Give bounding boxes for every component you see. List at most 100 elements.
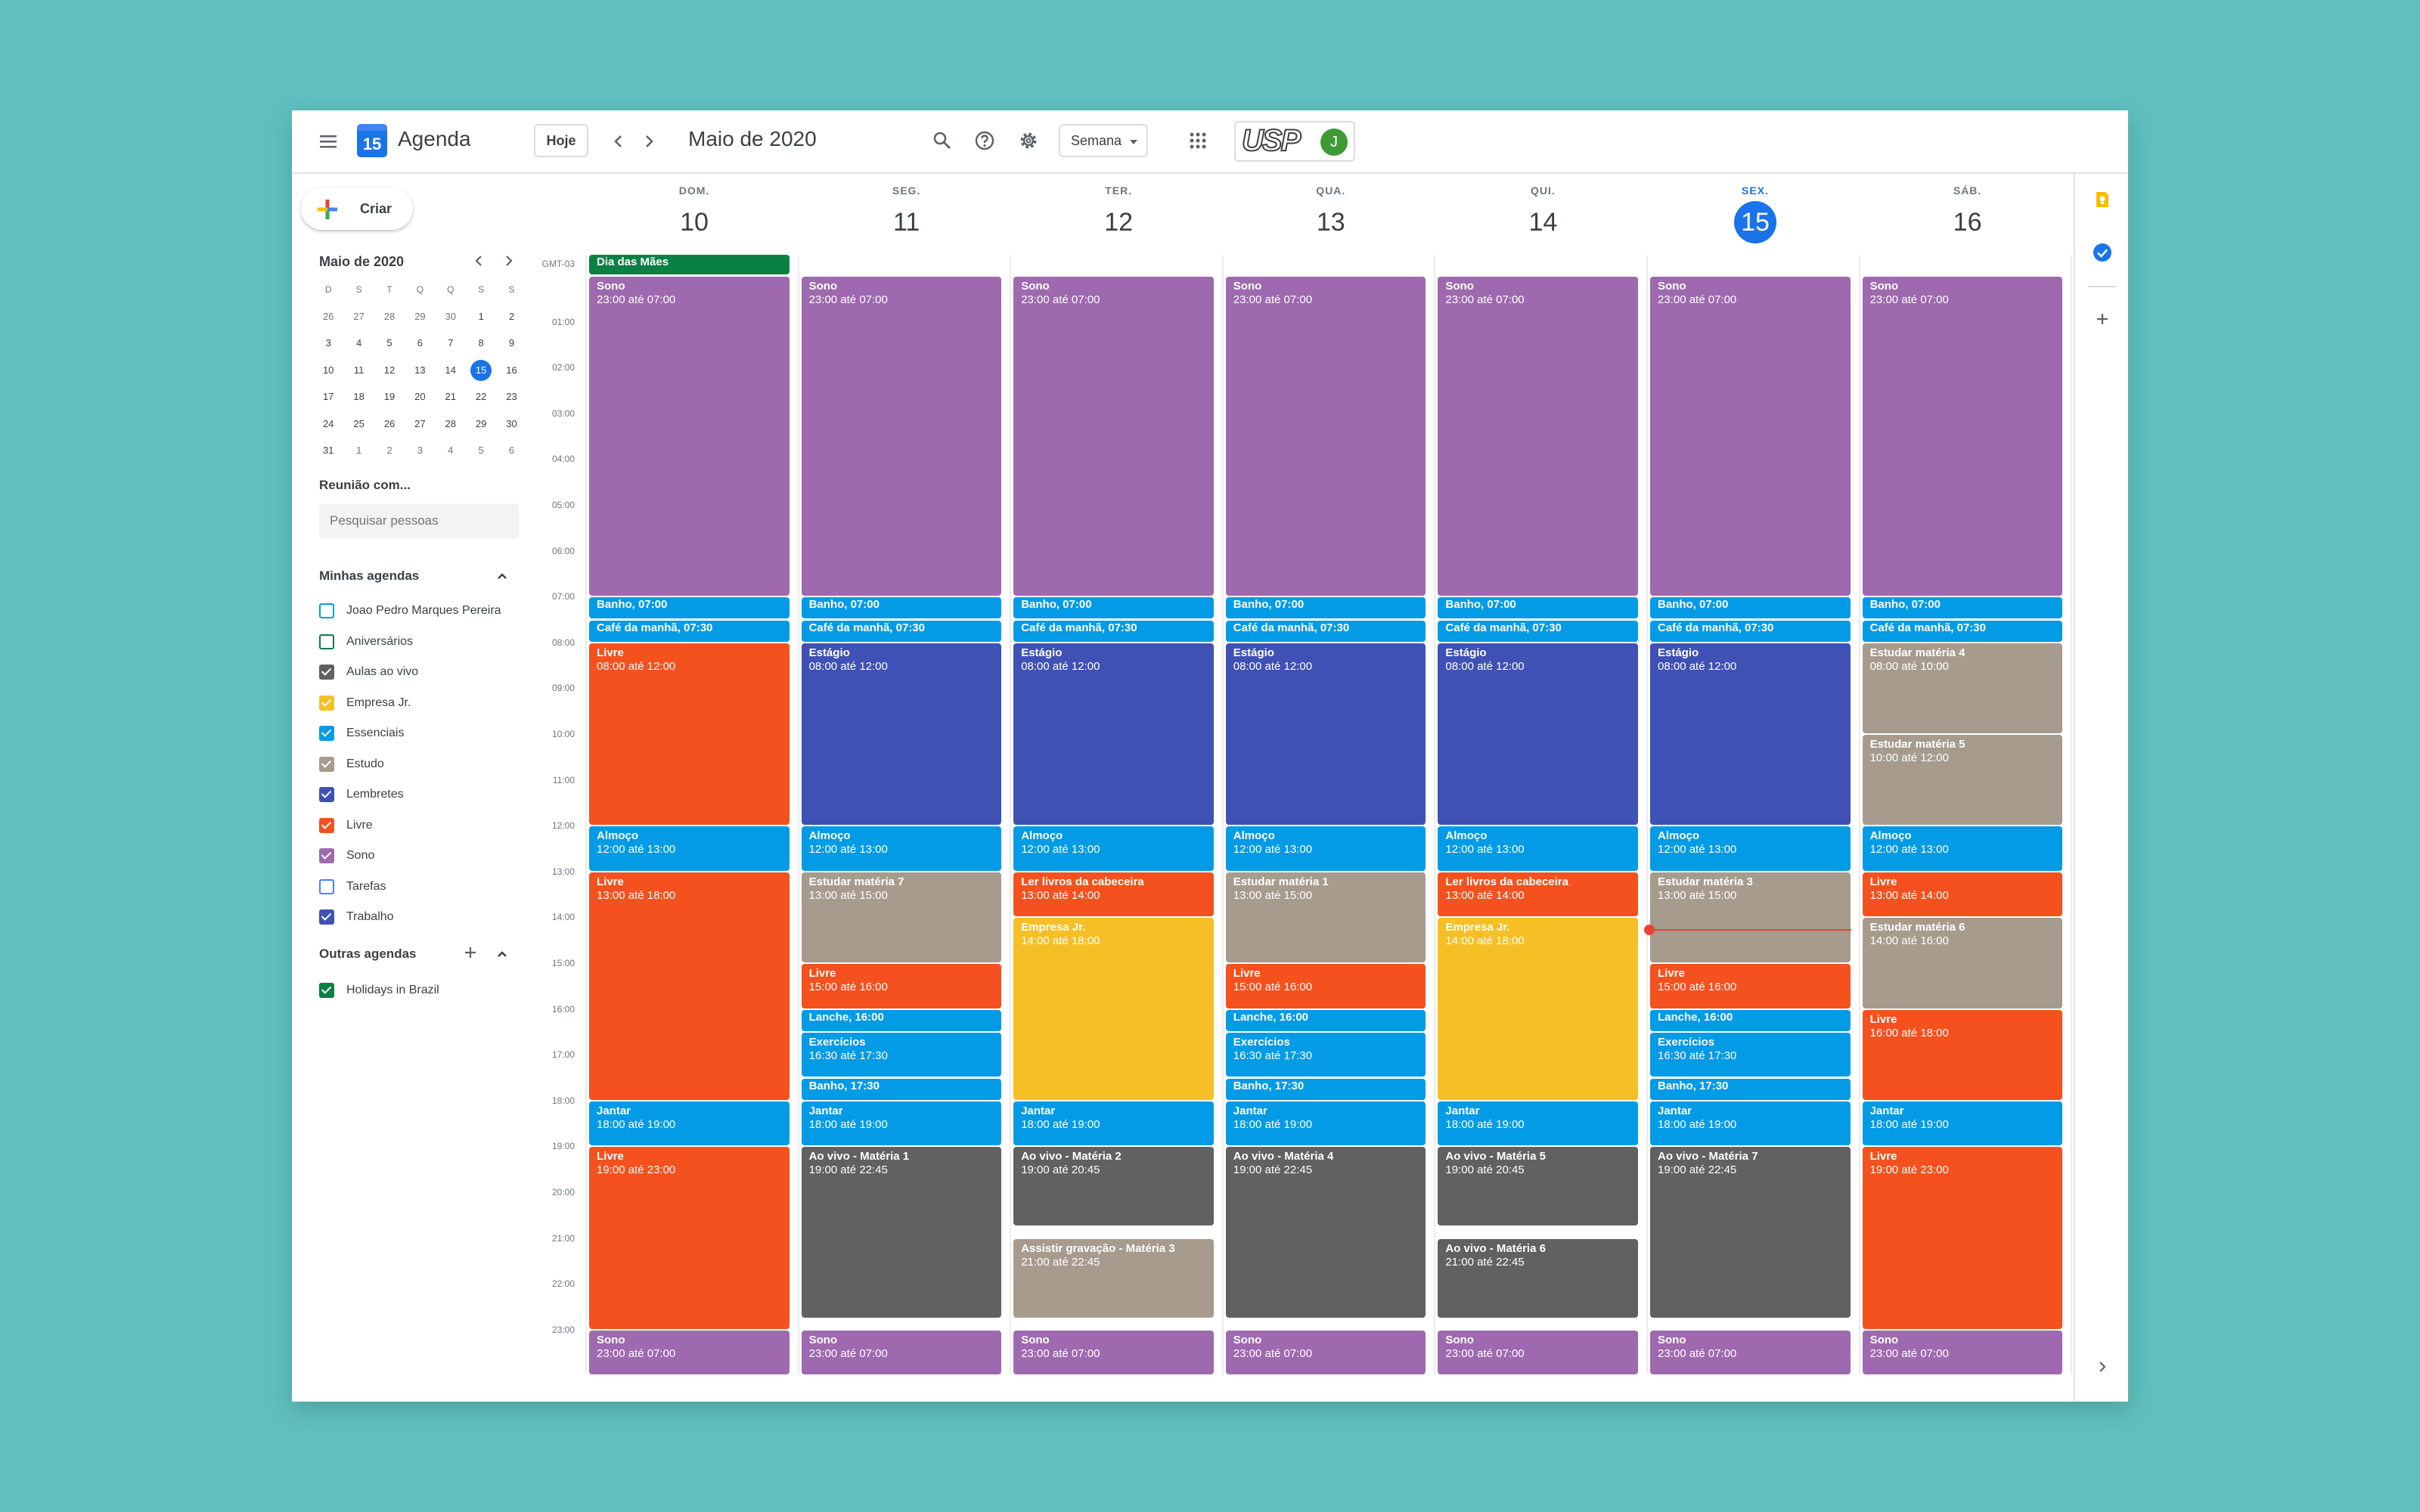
calendar-checkbox[interactable] (319, 983, 334, 998)
calendar-event[interactable]: Lanche, 16:00 (1224, 1009, 1427, 1032)
calendar-list-item[interactable]: Essenciais (319, 721, 404, 745)
calendar-event[interactable]: Estudar matéria 5 10:00 até 12:00 (1861, 734, 2064, 826)
mini-calendar-day[interactable]: 9 (496, 332, 526, 355)
search-icon[interactable] (929, 127, 956, 154)
next-week-icon[interactable] (638, 129, 661, 154)
calendar-event[interactable]: Exercícios 16:30 até 17:30 (800, 1031, 1003, 1078)
create-button[interactable]: Criar (301, 187, 413, 230)
calendar-event[interactable]: Ao vivo - Matéria 1 19:00 até 22:45 (800, 1146, 1003, 1318)
calendar-event[interactable]: Almoço 12:00 até 13:00 (1437, 826, 1639, 872)
day-header[interactable]: DOM. 10 (588, 184, 800, 243)
search-people-input[interactable] (319, 503, 519, 538)
calendar-checkbox[interactable] (319, 848, 334, 863)
day-header[interactable]: SEX. 15 (1649, 184, 1861, 243)
mini-calendar-day[interactable]: 23 (496, 386, 526, 408)
mini-calendar-day[interactable]: 2 (496, 305, 526, 328)
day-header-date[interactable]: 14 (1528, 208, 1558, 237)
calendar-checkbox[interactable] (319, 695, 334, 711)
calendar-event[interactable]: Sono 23:00 até 07:00 (1649, 276, 1851, 597)
mini-calendar-day[interactable]: 30 (436, 305, 466, 328)
calendar-checkbox[interactable] (319, 878, 334, 894)
mini-calendar-day[interactable]: 21 (436, 386, 466, 408)
calendar-event[interactable]: Estudar matéria 3 13:00 até 15:00 (1649, 871, 1851, 963)
mini-calendar-day[interactable]: 3 (313, 332, 343, 355)
calendar-event[interactable]: Banho, 07:00 (1437, 596, 1639, 620)
mini-calendar-day[interactable]: 18 (343, 386, 374, 408)
day-header-date[interactable]: 11 (892, 208, 920, 237)
calendar-list-item[interactable]: Sono (319, 844, 374, 868)
calendar-event[interactable]: Almoço 12:00 até 13:00 (800, 826, 1003, 872)
mini-calendar-day[interactable]: 1 (343, 439, 374, 462)
calendar-event[interactable]: Café da manhã, 07:30 (800, 619, 1003, 643)
calendar-event[interactable]: Sono 23:00 até 07:00 (588, 1329, 790, 1376)
calendar-event[interactable]: Sono 23:00 até 07:00 (1437, 276, 1639, 597)
calendar-event[interactable]: Sono 23:00 até 07:00 (800, 1329, 1003, 1376)
calendar-checkbox[interactable] (319, 909, 334, 925)
calendar-event[interactable]: Livre 13:00 até 18:00 (588, 871, 790, 1101)
calendar-event[interactable]: Banho, 17:30 (1649, 1077, 1851, 1101)
mini-calendar-day[interactable]: 22 (466, 386, 496, 408)
calendar-checkbox[interactable] (319, 726, 334, 741)
calendar-checkbox[interactable] (319, 787, 334, 802)
calendar-event[interactable]: Lanche, 16:00 (1649, 1009, 1851, 1032)
calendar-event[interactable]: Empresa Jr. 14:00 até 18:00 (1437, 917, 1639, 1101)
mini-calendar-day[interactable]: 25 (343, 413, 374, 435)
mini-calendar-day[interactable]: 13 (405, 359, 435, 382)
calendar-event[interactable]: Jantar 18:00 até 19:00 (800, 1100, 1003, 1147)
calendar-event[interactable]: Sono 23:00 até 07:00 (1649, 1329, 1851, 1376)
mini-calendar-day[interactable]: 27 (343, 305, 374, 328)
mini-calendar-day[interactable]: 3 (405, 439, 435, 462)
day-header-date[interactable]: 15 (1734, 201, 1776, 243)
day-header-date[interactable]: 16 (1953, 208, 1982, 237)
calendar-event[interactable]: Sono 23:00 até 07:00 (1013, 276, 1215, 597)
mini-next-month-icon[interactable] (499, 251, 519, 271)
calendar-event[interactable]: Estudar matéria 1 13:00 até 15:00 (1224, 871, 1427, 963)
calendar-checkbox[interactable] (319, 603, 334, 618)
mini-calendar-day[interactable]: 26 (313, 305, 343, 328)
calendar-event[interactable]: Ao vivo - Matéria 4 19:00 até 22:45 (1224, 1146, 1427, 1318)
calendar-event[interactable]: Livre 08:00 até 12:00 (588, 642, 790, 826)
calendar-event[interactable]: Café da manhã, 07:30 (588, 619, 790, 643)
calendar-event[interactable]: Jantar 18:00 até 19:00 (1861, 1100, 2064, 1147)
previous-week-icon[interactable] (607, 129, 629, 154)
day-header-date[interactable]: 12 (1104, 208, 1134, 237)
calendar-event[interactable]: Sono 23:00 até 07:00 (1861, 276, 2064, 597)
calendar-event[interactable]: Livre 15:00 até 16:00 (1649, 963, 1851, 1009)
calendar-event[interactable]: Jantar 18:00 até 19:00 (1013, 1100, 1215, 1147)
calendar-event[interactable]: Almoço 12:00 até 13:00 (1224, 826, 1427, 872)
calendar-event[interactable]: Almoço 12:00 até 13:00 (588, 826, 790, 872)
calendar-event[interactable]: Ao vivo - Matéria 5 19:00 até 20:45 (1437, 1146, 1639, 1227)
calendar-event[interactable]: Livre 19:00 até 23:00 (1861, 1146, 2064, 1330)
mini-calendar-day[interactable]: 15 (466, 359, 496, 382)
calendar-checkbox[interactable] (319, 817, 334, 833)
calendar-event[interactable]: Café da manhã, 07:30 (1649, 619, 1851, 643)
calendar-list-item[interactable]: Trabalho (319, 905, 394, 929)
calendar-list-item[interactable]: Joao Pedro Marques Pereira (319, 599, 501, 623)
calendar-event[interactable]: Jantar 18:00 até 19:00 (588, 1100, 790, 1147)
calendar-event[interactable]: Ler livros da cabeceira 13:00 até 14:00 (1013, 871, 1215, 918)
calendar-event[interactable]: Banho, 17:30 (1224, 1077, 1427, 1101)
calendar-event[interactable]: Ao vivo - Matéria 2 19:00 até 20:45 (1013, 1146, 1215, 1227)
calendar-event[interactable]: Almoço 12:00 até 13:00 (1649, 826, 1851, 872)
calendar-event[interactable]: Banho, 07:00 (1649, 596, 1851, 620)
calendar-list-item[interactable]: Holidays in Brazil (319, 978, 439, 1002)
mini-calendar-day[interactable]: 19 (374, 386, 405, 408)
calendar-list-item[interactable]: Aniversários (319, 630, 413, 654)
today-button[interactable]: Hoje (534, 124, 588, 157)
calendar-event[interactable]: Sono 23:00 até 07:00 (1437, 1329, 1639, 1376)
calendar-event[interactable]: Estudar matéria 4 08:00 até 10:00 (1861, 642, 2064, 734)
mini-calendar-day[interactable]: 10 (313, 359, 343, 382)
mini-calendar-day[interactable]: 26 (374, 413, 405, 435)
expand-panel-chevron-icon[interactable] (2087, 1352, 2118, 1382)
account-switcher[interactable]: USP J (1234, 121, 1355, 162)
day-header[interactable]: SEG. 11 (801, 184, 1013, 243)
view-selector[interactable]: Semana (1059, 124, 1148, 157)
collapse-my-calendars-icon[interactable] (493, 567, 511, 585)
calendar-event[interactable]: Ao vivo - Matéria 7 19:00 até 22:45 (1649, 1146, 1851, 1318)
mini-calendar-day[interactable]: 28 (374, 305, 405, 328)
calendar-event[interactable]: Jantar 18:00 até 19:00 (1437, 1100, 1639, 1147)
calendar-checkbox[interactable] (319, 665, 334, 680)
mini-calendar-day[interactable]: 17 (313, 386, 343, 408)
calendar-event[interactable]: Jantar 18:00 até 19:00 (1649, 1100, 1851, 1147)
main-menu-icon[interactable] (315, 127, 343, 156)
